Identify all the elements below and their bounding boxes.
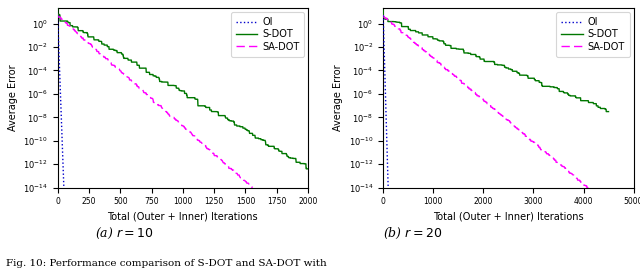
- OI: [55, 46, 63, 49]
- S-DOT: [175, 89, 183, 92]
- S-DOT: [406, 28, 414, 31]
- SA-DOT: [228, 167, 236, 171]
- OI: [54, 14, 61, 17]
- S-DOT: [54, 7, 61, 10]
- SA-DOT: [172, 117, 179, 121]
- OI: [380, 24, 387, 27]
- Y-axis label: Average Error: Average Error: [333, 65, 343, 131]
- X-axis label: Total (Outer + Inner) Iterations: Total (Outer + Inner) Iterations: [108, 212, 258, 222]
- Text: (a) $r = 10$: (a) $r = 10$: [95, 226, 154, 241]
- Y-axis label: Average Error: Average Error: [8, 65, 17, 131]
- Legend: OI, S-DOT, SA-DOT: OI, S-DOT, SA-DOT: [557, 12, 630, 57]
- OI: [384, 171, 392, 175]
- SA-DOT: [380, 14, 387, 17]
- S-DOT: [251, 134, 259, 137]
- S-DOT: [593, 104, 600, 108]
- S-DOT: [303, 167, 310, 171]
- OI: [385, 186, 392, 189]
- S-DOT: [169, 84, 177, 87]
- SA-DOT: [93, 50, 100, 53]
- Line: OI: OI: [58, 15, 64, 188]
- Line: S-DOT: S-DOT: [383, 10, 609, 112]
- X-axis label: Total (Outer + Inner) Iterations: Total (Outer + Inner) Iterations: [433, 212, 584, 222]
- S-DOT: [584, 99, 591, 102]
- Line: S-DOT: S-DOT: [58, 8, 308, 169]
- S-DOT: [583, 99, 591, 102]
- OI: [56, 60, 63, 63]
- OI: [380, 14, 387, 17]
- S-DOT: [67, 24, 74, 27]
- SA-DOT: [102, 57, 110, 60]
- Line: SA-DOT: SA-DOT: [58, 15, 253, 187]
- S-DOT: [304, 167, 312, 171]
- OI: [60, 186, 68, 189]
- OI: [54, 24, 62, 27]
- OI: [380, 21, 387, 24]
- SA-DOT: [249, 185, 257, 189]
- SA-DOT: [558, 165, 566, 168]
- S-DOT: [605, 110, 612, 113]
- SA-DOT: [483, 102, 491, 105]
- OI: [60, 177, 67, 181]
- SA-DOT: [54, 13, 61, 16]
- SA-DOT: [239, 177, 246, 181]
- OI: [384, 177, 392, 181]
- Line: SA-DOT: SA-DOT: [383, 15, 588, 189]
- S-DOT: [380, 9, 387, 12]
- SA-DOT: [450, 73, 458, 76]
- S-DOT: [520, 73, 528, 77]
- SA-DOT: [484, 102, 492, 105]
- SA-DOT: [584, 187, 592, 190]
- SA-DOT: [584, 187, 592, 190]
- SA-DOT: [248, 185, 256, 189]
- OI: [381, 60, 388, 63]
- SA-DOT: [438, 63, 446, 67]
- Text: (b) $r = 20$: (b) $r = 20$: [383, 226, 442, 241]
- OI: [380, 46, 388, 49]
- Text: Fig. 10: Performance comparison of S-DOT and SA-DOT with: Fig. 10: Performance comparison of S-DOT…: [6, 259, 327, 268]
- OI: [54, 21, 61, 24]
- S-DOT: [297, 162, 305, 165]
- SA-DOT: [502, 117, 510, 120]
- S-DOT: [297, 162, 305, 165]
- OI: [60, 171, 67, 175]
- Line: OI: OI: [383, 15, 388, 188]
- S-DOT: [466, 52, 474, 55]
- Legend: OI, S-DOT, SA-DOT: OI, S-DOT, SA-DOT: [231, 12, 304, 57]
- SA-DOT: [230, 169, 237, 173]
- S-DOT: [602, 110, 610, 113]
